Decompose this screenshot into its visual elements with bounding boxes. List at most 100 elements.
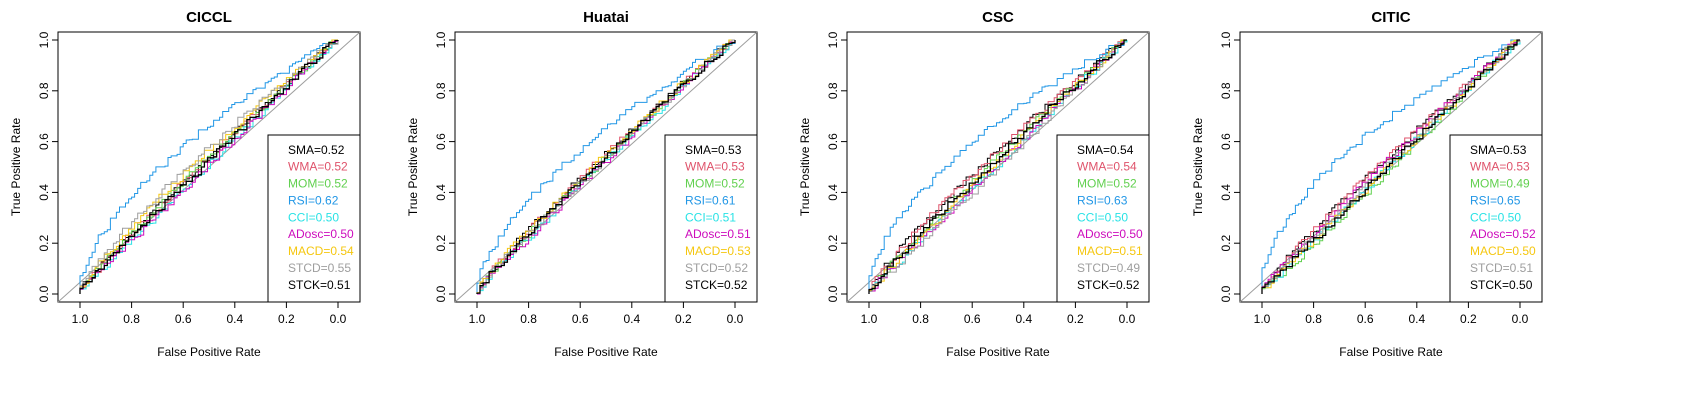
y-axis-label: True Positive Rate: [9, 118, 23, 217]
roc-line-stck: [868, 39, 1127, 294]
legend-entry-sma: SMA=0.54: [1077, 143, 1134, 157]
legend-entry-stcd: STCD=0.52: [685, 261, 748, 275]
x-tick-label: 0.2: [278, 312, 295, 326]
x-tick-label: 0.8: [912, 312, 929, 326]
y-tick-label: 0.4: [1219, 184, 1233, 201]
x-tick-label: 0.0: [1119, 312, 1136, 326]
y-axis-label: True Positive Rate: [1191, 118, 1205, 217]
y-tick-label: 0.0: [826, 285, 840, 302]
y-tick-label: 0.2: [434, 235, 448, 252]
legend-box: [1056, 134, 1150, 303]
panel-title: CSC: [982, 9, 1014, 26]
panel-citic: CITIC 1.0 0.8 0.6 0.4 0.2 0.0 False Positive Ra…: [1191, 9, 1543, 359]
x-tick-label: 1.0: [861, 312, 878, 326]
legend-entry-mom: MOM=0.52: [685, 177, 745, 191]
legend-entry-stck: STCK=0.52: [1077, 278, 1140, 292]
x-tick-label: 0.8: [520, 312, 537, 326]
roc-line-adosc: [477, 39, 735, 295]
legend-box: [1449, 134, 1543, 303]
x-tick-label: 0.6: [964, 312, 981, 326]
x-tick-label: 0.8: [1305, 312, 1322, 326]
x-tick-label: 0.6: [572, 312, 589, 326]
x-tick-label: 0.4: [226, 312, 243, 326]
x-axis-label: False Positive Rate: [946, 345, 1050, 359]
y-tick-label: 0.6: [434, 133, 448, 150]
panel-title: Huatai: [583, 9, 629, 26]
x-axis: 1.0 0.8 0.6 0.4 0.2 0.0: [861, 302, 1136, 326]
legend-entry-rsi: RSI=0.63: [1077, 193, 1128, 207]
legend-entry-wma: WMA=0.54: [1077, 160, 1137, 174]
legend-entry-macd: MACD=0.51: [1077, 244, 1143, 258]
panel-huatai: Huatai 1.0 0.8 0.6 0.4 0.2 0.0 False Positive R…: [406, 9, 758, 359]
x-tick-label: 1.0: [1254, 312, 1271, 326]
x-tick-label: 0.0: [727, 312, 744, 326]
legend-entry-wma: WMA=0.52: [288, 160, 348, 174]
roc-line-stcd: [868, 39, 1127, 294]
roc-line-adosc: [1261, 39, 1521, 294]
legend-entry-stck: STCK=0.50: [1470, 278, 1533, 292]
legend-entry-stcd: STCD=0.49: [1077, 261, 1140, 275]
x-tick-label: 0.4: [1408, 312, 1425, 326]
panel-title: CITIC: [1371, 9, 1410, 26]
roc-line-stck: [79, 39, 339, 294]
y-tick-label: 0.0: [37, 285, 51, 302]
legend-entry-cci: CCI=0.50: [1077, 210, 1128, 224]
legend-entry-mom: MOM=0.49: [1470, 177, 1530, 191]
x-axis: 1.0 0.8 0.6 0.4 0.2 0.0: [1254, 302, 1529, 326]
legend-entry-sma: SMA=0.53: [1470, 143, 1527, 157]
y-tick-label: 1.0: [1219, 31, 1233, 48]
legend-entry-macd: MACD=0.50: [1470, 244, 1536, 258]
legend-entry-wma: WMA=0.53: [685, 160, 745, 174]
y-tick-label: 0.6: [1219, 133, 1233, 150]
legend-entry-adosc: ADosc=0.51: [685, 227, 751, 241]
x-axis-label: False Positive Rate: [1339, 345, 1443, 359]
roc-line-rsi: [476, 40, 736, 294]
x-tick-label: 0.6: [175, 312, 192, 326]
roc-curves: [476, 39, 736, 295]
y-tick-label: 0.8: [434, 82, 448, 99]
x-tick-label: 1.0: [72, 312, 89, 326]
x-tick-label: 0.2: [675, 312, 692, 326]
y-axis: 0.0 0.2 0.4 0.6 0.8 1.0: [826, 31, 847, 302]
x-tick-label: 0.2: [1067, 312, 1084, 326]
legend-entry-stcd: STCD=0.55: [288, 261, 351, 275]
x-axis: 1.0 0.8 0.6 0.4 0.2 0.0: [469, 302, 744, 326]
legend: SMA=0.53 WMA=0.53 MOM=0.49 RSI=0.65 CCI=0.50…: [1449, 134, 1543, 303]
legend-entry-macd: MACD=0.53: [685, 244, 751, 258]
legend-entry-cci: CCI=0.50: [288, 210, 339, 224]
roc-line-wma: [1261, 39, 1520, 294]
x-tick-label: 0.8: [123, 312, 140, 326]
reference-diagonal: [454, 31, 758, 303]
legend-entry-macd: MACD=0.54: [288, 244, 354, 258]
y-tick-label: 1.0: [37, 31, 51, 48]
legend-entry-stck: STCK=0.52: [685, 278, 748, 292]
legend-entry-rsi: RSI=0.65: [1470, 193, 1521, 207]
y-axis: 0.0 0.2 0.4 0.6 0.8 1.0: [37, 31, 58, 302]
legend: SMA=0.53 WMA=0.53 MOM=0.52 RSI=0.61 CCI=0.51…: [664, 134, 758, 303]
y-tick-label: 0.2: [37, 235, 51, 252]
y-tick-label: 0.2: [826, 235, 840, 252]
x-tick-label: 0.4: [623, 312, 640, 326]
legend-entry-rsi: RSI=0.62: [288, 193, 339, 207]
y-tick-label: 0.6: [826, 133, 840, 150]
roc-line-stcd: [476, 39, 735, 294]
y-tick-label: 1.0: [434, 31, 448, 48]
legend-entry-mom: MOM=0.52: [1077, 177, 1137, 191]
x-tick-label: 0.0: [1512, 312, 1529, 326]
y-tick-label: 0.8: [1219, 82, 1233, 99]
y-axis: 0.0 0.2 0.4 0.6 0.8 1.0: [434, 31, 455, 302]
panel-title: CICCL: [186, 9, 232, 26]
y-tick-label: 0.4: [434, 184, 448, 201]
y-axis-label: True Positive Rate: [406, 118, 420, 217]
roc-curves: [79, 39, 339, 294]
roc-curves: [1261, 39, 1521, 294]
legend-entry-adosc: ADosc=0.50: [1077, 227, 1143, 241]
x-axis-label: False Positive Rate: [554, 345, 658, 359]
x-tick-label: 0.6: [1357, 312, 1374, 326]
legend-entry-sma: SMA=0.52: [288, 143, 345, 157]
y-tick-label: 0.0: [1219, 285, 1233, 302]
legend: SMA=0.52 WMA=0.52 MOM=0.52 RSI=0.62 CCI=0.50…: [267, 134, 361, 303]
legend-entry-wma: WMA=0.53: [1470, 160, 1530, 174]
